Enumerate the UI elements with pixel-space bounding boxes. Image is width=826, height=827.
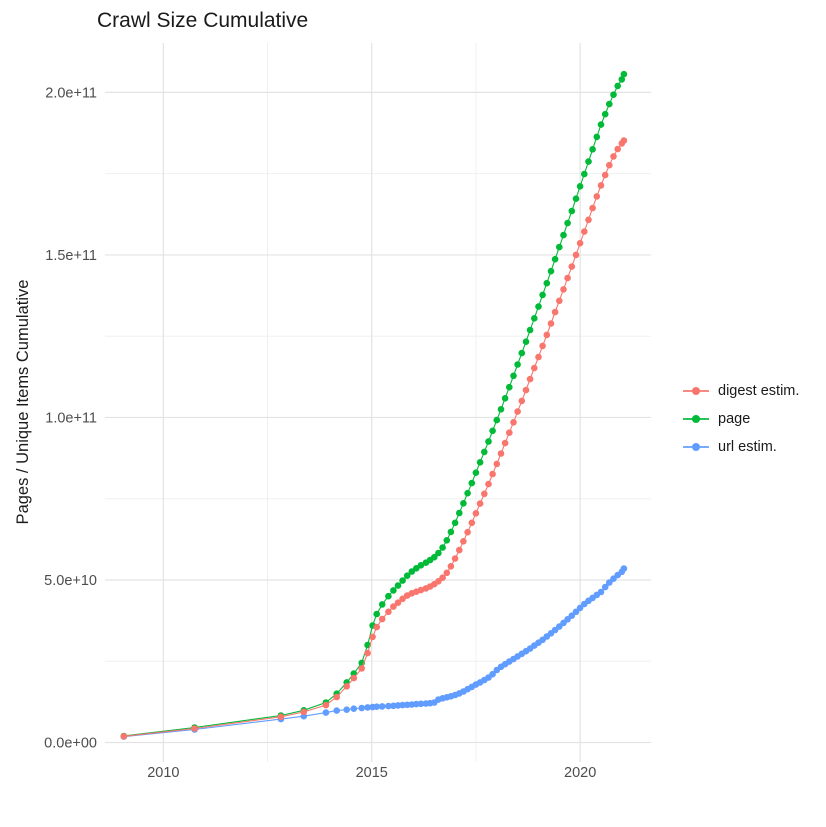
legend-dot-icon bbox=[692, 387, 700, 395]
legend-item-page: page bbox=[683, 406, 799, 432]
legend-dot-icon bbox=[692, 443, 700, 451]
legend-label-url-estim: url estim. bbox=[718, 439, 777, 455]
legend-dot-icon bbox=[692, 415, 700, 423]
legend-key-url-estim-icon bbox=[683, 440, 709, 454]
legend: digest estim. page url estim. bbox=[683, 378, 799, 462]
svg-text:1.0e+11: 1.0e+11 bbox=[45, 410, 97, 426]
svg-text:0.0e+00: 0.0e+00 bbox=[44, 735, 97, 751]
svg-text:2020: 2020 bbox=[564, 765, 596, 781]
svg-text:5.0e+10: 5.0e+10 bbox=[44, 573, 97, 589]
svg-text:2010: 2010 bbox=[147, 765, 179, 781]
legend-key-page-icon bbox=[683, 412, 709, 426]
legend-item-digest-estim: digest estim. bbox=[683, 378, 799, 404]
chart-title: Crawl Size Cumulative bbox=[97, 9, 309, 32]
svg-text:2015: 2015 bbox=[356, 765, 388, 781]
svg-text:2.0e+11: 2.0e+11 bbox=[45, 85, 97, 101]
legend-label-page: page bbox=[718, 411, 751, 427]
legend-label-digest-estim: digest estim. bbox=[718, 383, 800, 399]
legend-key-digest-estim-icon bbox=[683, 384, 709, 398]
svg-text:1.5e+11: 1.5e+11 bbox=[45, 248, 97, 264]
legend-item-url-estim: url estim. bbox=[683, 434, 799, 460]
